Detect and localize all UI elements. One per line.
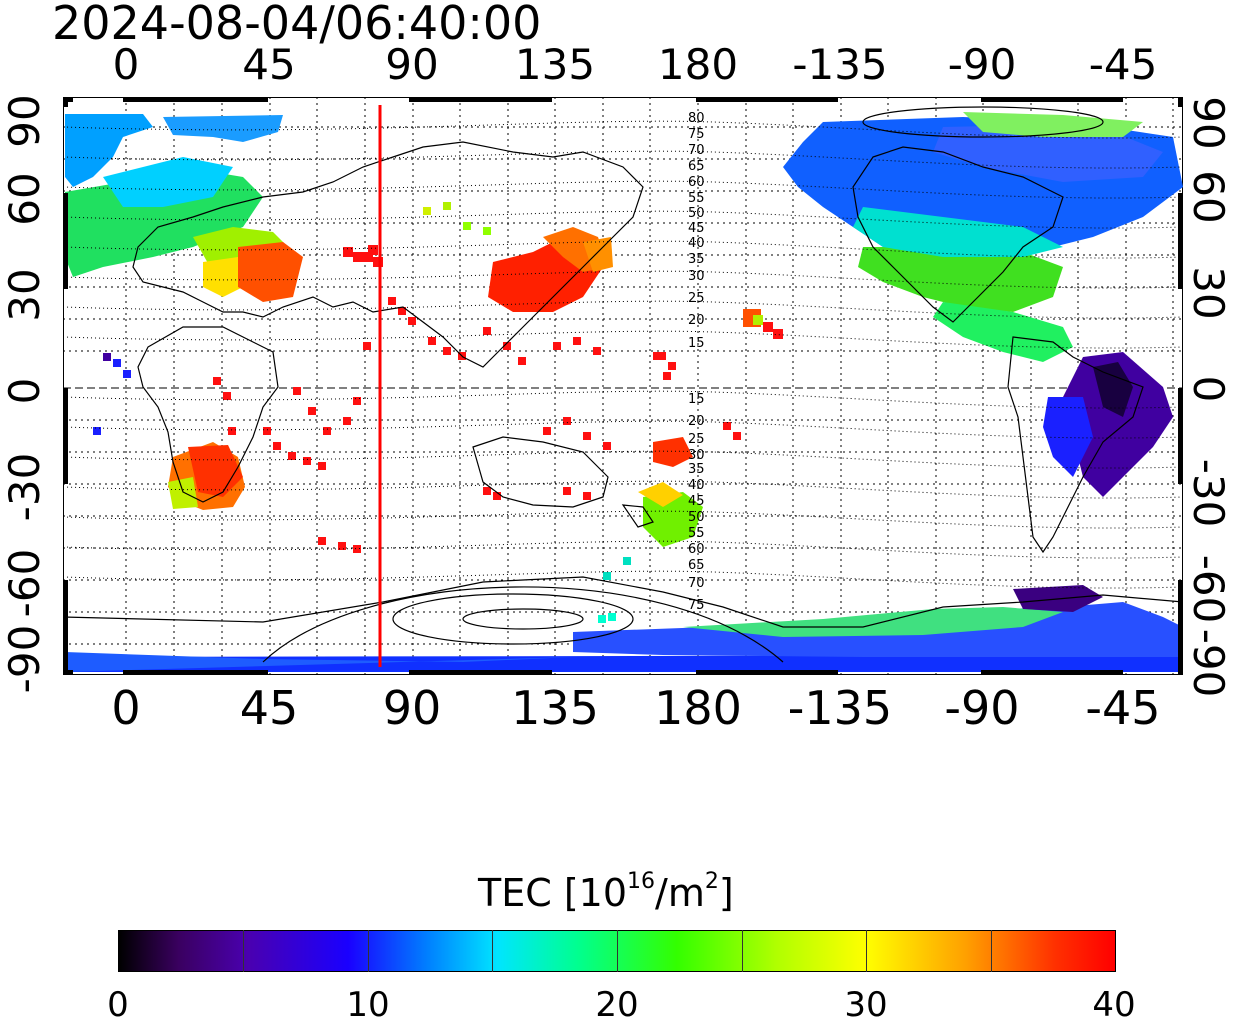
lat-tick-left: 30 — [0, 268, 49, 322]
lon-tick-bottom: 135 — [511, 681, 599, 735]
contour-label: 50 — [688, 206, 705, 221]
contour-label: 75 — [688, 598, 705, 613]
contour-label: 15 — [688, 392, 705, 407]
lon-tick-bottom: -45 — [1085, 681, 1161, 735]
lat-tick-right: 30 — [1184, 266, 1233, 320]
contour-label: 70 — [688, 576, 705, 591]
magnetic-contours — [63, 120, 1183, 589]
lon-tick-top: 45 — [242, 40, 296, 89]
contour-label: 25 — [688, 432, 705, 447]
contour-label: 35 — [688, 252, 705, 267]
contour-label: 65 — [688, 159, 705, 174]
contour-label: 40 — [688, 478, 705, 493]
tec-scatter-points — [213, 245, 783, 553]
colorbar-tick-label: 30 — [844, 985, 888, 1025]
colorbar-tick-label: 20 — [595, 985, 639, 1025]
contour-label: 60 — [688, 175, 705, 190]
colorbar-major-tick — [866, 930, 867, 972]
contour-label: 20 — [688, 313, 705, 328]
lat-tick-left: 60 — [0, 172, 49, 226]
colorbar-title: TEC [1016/m2] — [478, 869, 734, 916]
lon-tick-bottom: 180 — [654, 681, 742, 735]
lat-tick-right: 0 — [1184, 375, 1233, 403]
lon-tick-top: -90 — [947, 40, 1017, 89]
lon-tick-top: 135 — [514, 40, 596, 89]
contour-label: 45 — [688, 494, 705, 509]
tec-data-patches — [65, 112, 1183, 672]
lon-tick-top: 180 — [657, 40, 739, 89]
contour-label: 40 — [688, 236, 705, 251]
lon-tick-bottom: -135 — [787, 681, 893, 735]
colorbar-tick-label: 10 — [346, 985, 390, 1025]
lat-tick-right: -90 — [1184, 628, 1233, 698]
lon-tick-top: 90 — [385, 40, 439, 89]
coastlines — [63, 141, 1183, 628]
colorbar-major-tick — [368, 930, 369, 972]
lon-tick-top: 0 — [112, 40, 140, 89]
contour-label: 55 — [688, 526, 705, 541]
map-axis-ticks — [63, 97, 1183, 675]
contour-label: 30 — [688, 448, 705, 463]
map-timestamp: 2024-08-04/06:40:00 — [52, 0, 542, 50]
colorbar-tick-label: 40 — [1092, 985, 1136, 1025]
lon-tick-bottom: 90 — [382, 681, 442, 735]
contour-label: 65 — [688, 558, 705, 573]
lat-tick-left: -90 — [0, 624, 49, 694]
lon-tick-bottom: 45 — [239, 681, 299, 735]
contour-label: 60 — [688, 542, 705, 557]
contour-labels-north: 80 75 70 65 60 55 50 45 40 35 30 25 20 1… — [688, 111, 705, 351]
lat-tick-right: 60 — [1184, 170, 1233, 224]
lon-tick-top: -45 — [1088, 40, 1158, 89]
colorbar-minor-tick — [492, 930, 493, 972]
contour-label: 80 — [688, 111, 705, 126]
contour-label: 15 — [688, 336, 705, 351]
contour-label: 75 — [688, 127, 705, 142]
contour-label: 50 — [688, 510, 705, 525]
colorbar-minor-tick — [243, 930, 244, 972]
contour-label: 35 — [688, 462, 705, 477]
contour-label: 55 — [688, 191, 705, 206]
colorbar-tick-label: 0 — [107, 985, 129, 1025]
tec-scatter-colored — [93, 202, 763, 623]
tec-world-map: 80 75 70 65 60 55 50 45 40 35 30 25 20 1… — [63, 97, 1183, 675]
colorbar-minor-tick — [991, 930, 992, 972]
contour-label: 25 — [688, 291, 705, 306]
lat-tick-left: -30 — [0, 452, 49, 522]
colorbar-major-tick — [617, 930, 618, 972]
contour-label: 45 — [688, 221, 705, 236]
colorbar-minor-tick — [742, 930, 743, 972]
lat-tick-right: -30 — [1184, 458, 1233, 528]
contour-labels-south: 15 20 25 30 35 40 45 50 55 60 65 70 75 — [688, 392, 705, 613]
contour-label: 20 — [688, 414, 705, 429]
lon-tick-bottom: 0 — [111, 681, 141, 735]
lon-tick-bottom: -90 — [944, 681, 1020, 735]
contour-label: 70 — [688, 143, 705, 158]
magnetic-pole-contours — [262, 106, 1104, 663]
lon-tick-top: -135 — [792, 40, 888, 89]
lat-tick-left: 0 — [0, 377, 49, 405]
contour-label: 30 — [688, 269, 705, 284]
